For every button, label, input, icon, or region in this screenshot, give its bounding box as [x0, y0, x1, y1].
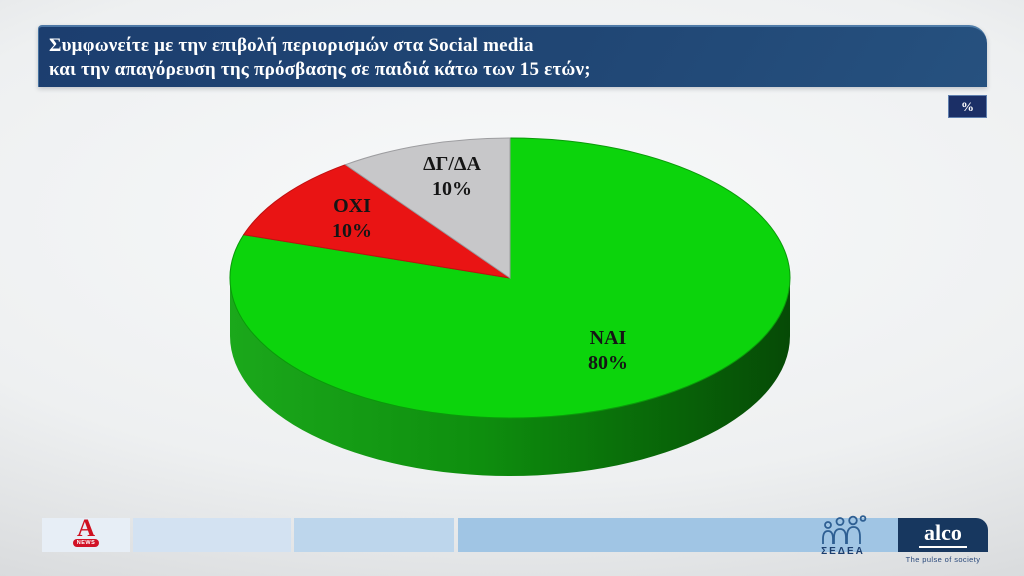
slice-percent: 80% — [588, 352, 628, 374]
slice-name: ΝΑΙ — [589, 327, 627, 349]
alpha-news-logo: A NEWS — [64, 515, 108, 553]
slice-percent: 10% — [432, 178, 472, 200]
alpha-news-badge: NEWS — [73, 539, 99, 547]
footer-tile-4 — [458, 518, 900, 552]
pie-slice-ΔΓ/ΔΑ — [344, 137, 511, 279]
slice-label-nai: ΝΑΙ 80% — [543, 326, 673, 376]
alco-logo: alco — [898, 518, 988, 552]
question-banner: Συμφωνείτε με την επιβολή περιορισμών στ… — [38, 25, 987, 87]
slice-name: ΔΓ/ΔΑ — [423, 153, 481, 175]
pie-slice-ΟΧΙ — [242, 164, 511, 279]
footer-tile-2 — [133, 518, 291, 552]
footer-tile-3 — [294, 518, 454, 552]
question-line-1: Συμφωνείτε με την επιβολή περιορισμών στ… — [49, 35, 534, 56]
alco-tagline: The pulse of society — [905, 555, 981, 564]
percent-unit-badge: % — [948, 95, 987, 118]
slice-label-dgda: ΔΓ/ΔΑ 10% — [387, 152, 517, 202]
sedea-figures-icon — [822, 515, 867, 544]
slice-label-oxi: ΟΧΙ 10% — [287, 194, 417, 244]
sedea-label: ΣΕΔΕΑ — [821, 546, 865, 557]
sedea-logo: ΣΕΔΕΑ — [810, 515, 876, 557]
slice-name: ΟΧΙ — [333, 195, 371, 217]
alco-wordmark: alco — [919, 522, 967, 548]
question-line-2: και την απαγόρευση της πρόσβασης σε παιδ… — [49, 59, 591, 80]
alpha-letter: A — [76, 515, 96, 542]
pie-side-wall — [230, 278, 790, 476]
slice-percent: 10% — [332, 220, 372, 242]
